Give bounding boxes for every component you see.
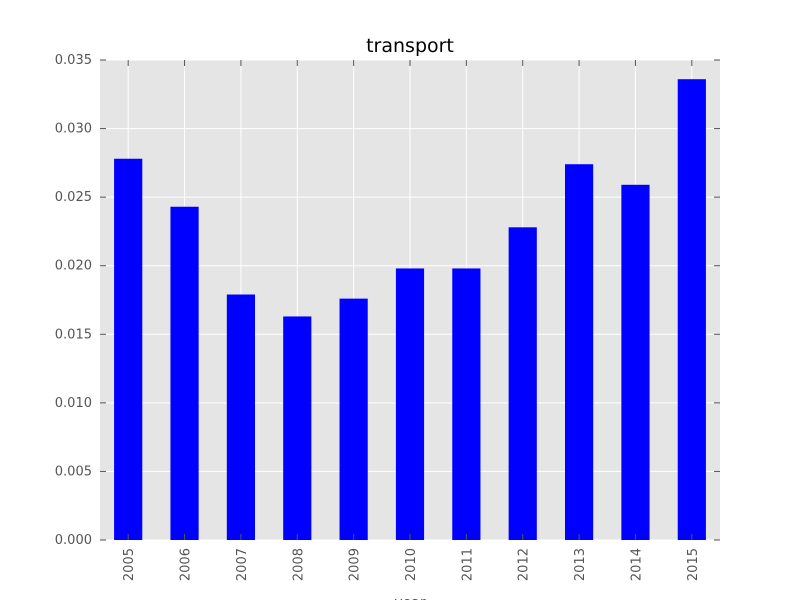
y-tick-label: 0.005 [55, 464, 92, 479]
bar-2011 [452, 268, 481, 540]
x-tick-label: 2010 [404, 548, 419, 581]
x-tick-label: 2015 [686, 548, 701, 581]
bar-2013 [565, 164, 594, 540]
x-axis-label: year [394, 595, 425, 600]
y-tick-label: 0.025 [55, 190, 92, 205]
x-tick-label: 2007 [235, 548, 250, 581]
bar-2008 [283, 316, 312, 540]
bars [114, 79, 706, 541]
y-tick-label: 0.020 [55, 259, 92, 274]
y-axis: 0.000 0.005 0.010 0.015 0.020 0.025 0.030 0.035 [55, 53, 720, 548]
x-tick-label: 2008 [291, 548, 306, 581]
y-tick-label: 0.015 [55, 327, 92, 342]
x-tick-label: 2009 [348, 548, 363, 581]
bar-2006 [170, 206, 199, 540]
x-tick-label: 2005 [122, 548, 137, 581]
x-tick-label: 2006 [179, 548, 194, 581]
chart-title: transport [366, 35, 454, 57]
bar-2005 [114, 158, 143, 540]
bar-2014 [621, 184, 650, 541]
y-tick-label: 0.000 [55, 533, 92, 548]
y-tick-label: 0.010 [55, 396, 92, 411]
y-tick-label: 0.035 [55, 53, 92, 68]
bar-2015 [677, 79, 706, 540]
x-tick-label: 2013 [573, 548, 588, 581]
bar-2009 [339, 298, 368, 540]
bar-2012 [508, 227, 537, 541]
y-tick-label: 0.030 [55, 122, 92, 137]
bar-2010 [395, 268, 425, 540]
x-tick-label: 2012 [517, 548, 532, 581]
x-tick-label: 2014 [629, 548, 644, 581]
x-tick-label: 2011 [460, 548, 475, 581]
bar-2007 [226, 294, 255, 540]
x-axis: 2005 2006 2007 2008 2009 2010 2011 2012 2013 2014… [122, 60, 701, 581]
